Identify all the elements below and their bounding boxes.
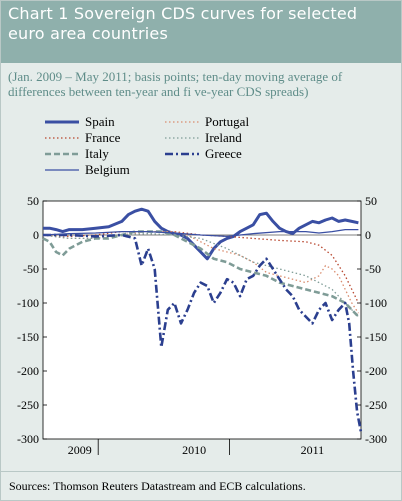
separator bbox=[1, 471, 401, 472]
legend-label-portugal: Portugal bbox=[205, 114, 249, 129]
y-tick-label-left: -100 bbox=[17, 296, 39, 310]
series-line-spain bbox=[43, 207, 359, 261]
chart-svg: Spain Portugal France Ireland Italy Greece Bel… bbox=[17, 114, 387, 457]
legend-label-italy: Italy bbox=[85, 146, 109, 161]
x-tick-label: 2011 bbox=[301, 443, 325, 457]
y-tick-label-right: -100 bbox=[365, 296, 387, 310]
y-tick-label-left: -250 bbox=[17, 398, 39, 412]
series-line-belgium bbox=[42, 228, 359, 238]
y-tick-label-right: -300 bbox=[365, 432, 387, 446]
sources-note: Sources: Thomson Reuters Datastream and … bbox=[9, 479, 306, 493]
y-tick-label-right: -50 bbox=[365, 262, 381, 276]
title-bar: Chart 1 Sovereign CDS curves for selecte… bbox=[1, 1, 401, 63]
y-tick-label-right: -200 bbox=[365, 364, 387, 378]
axis-ticks: 50 50 0 0 -50 -50 -100 -100 -150 -150 -200 -200 -250… bbox=[17, 194, 387, 457]
legend-label-greece: Greece bbox=[205, 146, 242, 161]
y-tick-label-left: 50 bbox=[27, 194, 39, 208]
y-tick-label-right: 50 bbox=[365, 194, 377, 208]
plot-area bbox=[42, 200, 362, 440]
legend-label-france: France bbox=[85, 130, 121, 145]
series-lines bbox=[42, 207, 363, 433]
x-tick-label: 2009 bbox=[68, 443, 92, 457]
x-tick-label: 2010 bbox=[182, 443, 206, 457]
legend: Spain Portugal France Ireland Italy Greece Bel… bbox=[45, 114, 249, 177]
chart-title: Chart 1 Sovereign CDS curves for selecte… bbox=[8, 4, 358, 43]
y-tick-label-right: -150 bbox=[365, 330, 387, 344]
y-tick-label-right: -250 bbox=[365, 398, 387, 412]
chart-subtitle: (Jan. 2009 – May 2011; basis points; ten… bbox=[8, 69, 343, 99]
series-line-italy bbox=[42, 230, 360, 318]
y-tick-label-left: -50 bbox=[23, 262, 39, 276]
legend-label-ireland: Ireland bbox=[205, 130, 242, 145]
legend-label-belgium: Belgium bbox=[85, 162, 130, 177]
y-tick-label-left: -200 bbox=[17, 364, 39, 378]
y-tick-label-left: 0 bbox=[33, 228, 39, 242]
y-tick-label-left: -150 bbox=[17, 330, 39, 344]
series-line-greece bbox=[43, 233, 363, 433]
y-tick-label-left: -300 bbox=[17, 432, 39, 446]
legend-label-spain: Spain bbox=[85, 114, 115, 129]
y-tick-label-right: 0 bbox=[365, 228, 371, 242]
